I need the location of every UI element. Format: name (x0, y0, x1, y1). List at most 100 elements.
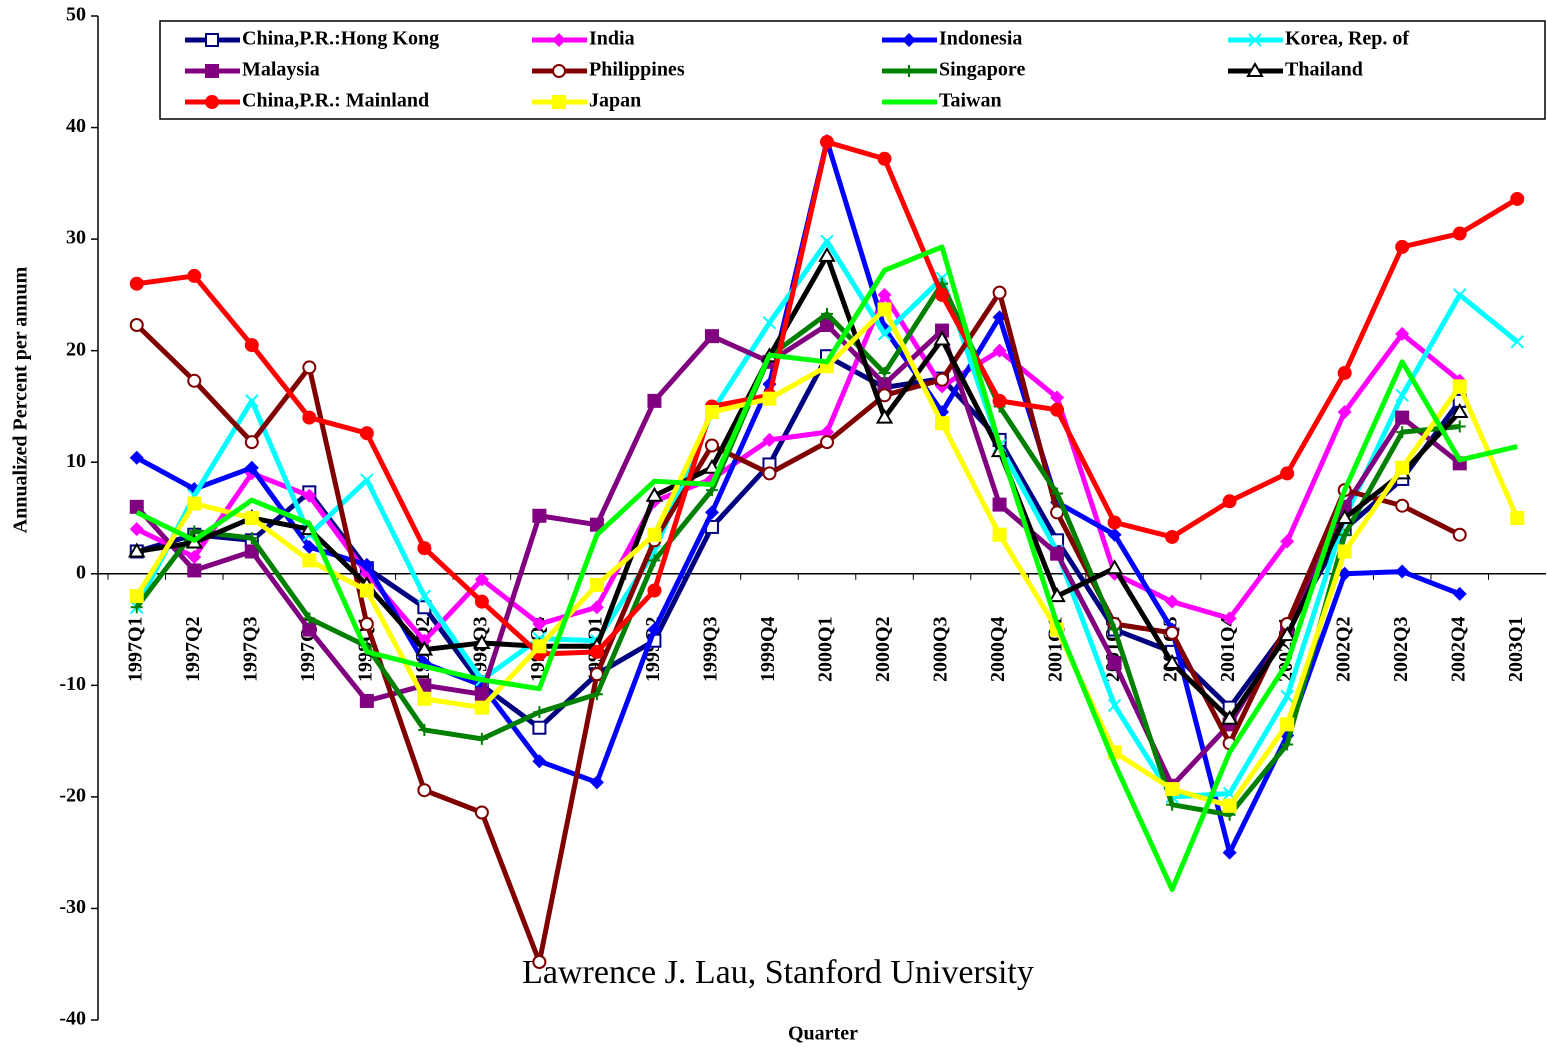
x-tick-label: 2003Q1 (1505, 616, 1527, 682)
marker (1453, 288, 1467, 302)
marker (474, 594, 489, 609)
legend-label: Taiwan (939, 90, 1002, 112)
marker (187, 373, 202, 388)
y-tick-label: 0 (76, 561, 86, 583)
marker (820, 425, 834, 440)
marker (1335, 509, 1354, 524)
marker (1222, 798, 1237, 813)
marker (473, 633, 491, 649)
marker (820, 234, 834, 249)
marker (1395, 498, 1410, 513)
marker (590, 688, 603, 701)
marker (532, 954, 547, 969)
marker (1337, 544, 1352, 559)
marker (992, 285, 1007, 300)
marker (704, 438, 719, 453)
x-tick-label: 1997Q1 (124, 616, 146, 682)
marker (1050, 390, 1065, 405)
marker (903, 65, 915, 77)
marker (532, 508, 547, 523)
y-tick-label: 30 (66, 227, 86, 249)
marker (1163, 654, 1181, 670)
marker (1395, 564, 1410, 579)
marker (821, 307, 833, 320)
marker (1165, 782, 1180, 797)
marker (130, 601, 143, 614)
marker (1450, 403, 1469, 419)
series-line (135, 244, 1518, 892)
marker (359, 616, 374, 631)
legend-item: Singapore (882, 59, 1025, 81)
annotation: Lawrence J. Lau, Stanford University (522, 954, 1034, 991)
marker (302, 360, 317, 375)
marker (129, 450, 144, 465)
marker (1337, 405, 1352, 420)
marker (1166, 798, 1179, 811)
marker (205, 64, 219, 78)
marker (762, 432, 777, 447)
x-tick-label: 1997Q2 (182, 616, 204, 682)
marker (877, 287, 892, 302)
legend-label: India (589, 28, 635, 50)
marker (1165, 529, 1180, 544)
x-tick-label: 2001Q4 (1217, 616, 1239, 682)
marker (1453, 420, 1466, 433)
marker (992, 497, 1007, 512)
marker (1280, 534, 1295, 549)
marker (1107, 515, 1122, 530)
marker (589, 577, 604, 592)
legend-label: Korea, Rep. of (1285, 28, 1409, 50)
x-tick-label: 2000Q4 (987, 616, 1009, 682)
marker (1452, 527, 1467, 542)
marker (1452, 226, 1467, 241)
legend-item: India (532, 28, 635, 50)
y-tick-label: 10 (66, 450, 86, 472)
marker (935, 287, 950, 302)
marker (302, 410, 317, 425)
marker (474, 687, 489, 702)
marker (933, 330, 951, 346)
marker (532, 754, 547, 769)
marker (1051, 487, 1064, 500)
marker (244, 338, 259, 353)
marker (762, 466, 777, 481)
y-tick-label: -40 (59, 1008, 86, 1030)
marker (1165, 594, 1180, 609)
legend-item: Taiwan (882, 90, 1002, 112)
series-line (134, 281, 1460, 818)
marker (1280, 689, 1294, 704)
marker (704, 405, 719, 420)
legend-label: Philippines (589, 59, 685, 81)
y-tick-label: 50 (66, 4, 86, 26)
marker (417, 589, 432, 603)
x-tick-label: 1997Q3 (239, 616, 261, 682)
x-tick-label: 2002Q3 (1390, 616, 1412, 682)
marker (415, 640, 434, 656)
marker (647, 622, 662, 637)
marker (704, 329, 719, 344)
legend-item: Philippines (532, 59, 685, 81)
marker (1395, 326, 1410, 341)
marker (1338, 528, 1351, 541)
y-axis-label: Annualized Percent per annum (10, 266, 32, 533)
marker (302, 622, 317, 637)
legend-item: Indonesia (882, 28, 1022, 50)
marker (245, 532, 258, 545)
marker (1248, 33, 1262, 47)
marker (1107, 698, 1122, 713)
legend-item: Thailand (1228, 59, 1363, 81)
marker (935, 416, 950, 431)
marker (1246, 62, 1264, 77)
marker (1050, 546, 1065, 561)
marker (359, 557, 374, 572)
marker (205, 33, 219, 47)
legend-item: Malaysia (185, 59, 320, 81)
marker (1222, 494, 1237, 509)
x-tick-label: 2002Q4 (1447, 616, 1469, 682)
marker (1222, 611, 1237, 626)
marker (878, 366, 891, 379)
marker (1278, 626, 1296, 642)
marker (1165, 625, 1180, 640)
marker (302, 553, 317, 568)
marker (128, 542, 146, 558)
